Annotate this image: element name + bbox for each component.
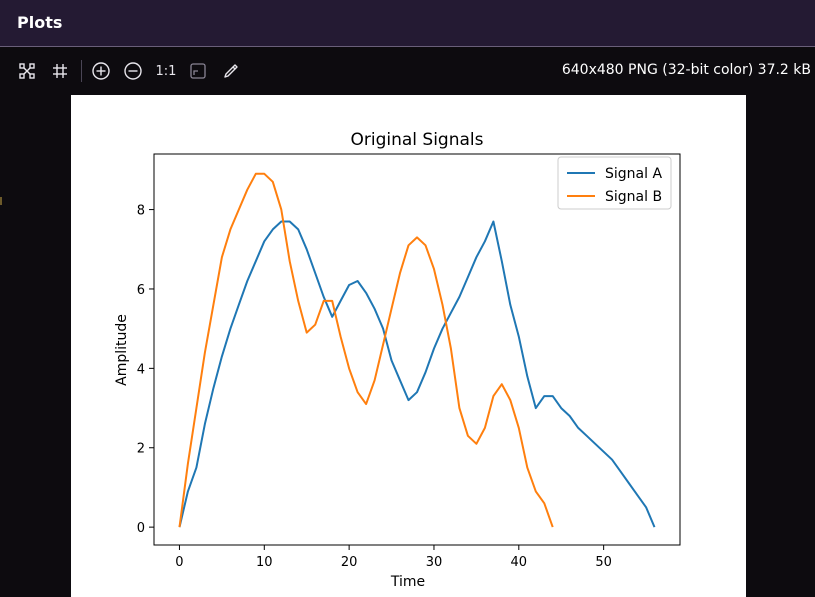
actual-size-button[interactable]: 1:1 [154,60,178,82]
axes-ticks: 0 10 20 30 40 50 0 2 4 6 8 [137,204,612,570]
series-line-signal-b [178,172,554,528]
y-axis-label: Amplitude [114,314,130,386]
legend: Signal A Signal B [557,156,672,210]
chart-title: Original Signals [350,130,483,150]
color-picker-icon[interactable] [220,60,242,82]
line-chart: Original Signals Time Amplitude 0 10 20 30 4… [114,130,681,590]
grid-icon[interactable] [49,60,71,82]
y-tick-label: 8 [137,204,145,219]
window-title: Plots [17,13,63,32]
x-tick-label: 30 [426,555,443,570]
x-tick-label: 50 [595,555,612,570]
window-titlebar: Plots [0,0,815,47]
plot-image: Original Signals Time Amplitude 0 10 20 30 4… [71,95,746,597]
zoom-in-icon[interactable] [90,60,112,82]
zoom-out-icon[interactable] [122,60,144,82]
y-tick-label: 4 [137,362,145,377]
x-tick-label: 10 [256,555,273,570]
left-edge-accent [0,197,2,205]
x-tick-label: 40 [511,555,528,570]
x-axis-label: Time [390,574,425,590]
y-tick-label: 6 [137,283,145,298]
actual-size-label: 1:1 [155,63,177,79]
image-info: 640x480 PNG (32-bit color) 37.2 kB [561,62,811,78]
background-toggle-icon[interactable] [187,60,209,82]
toolbar-separator [81,60,82,82]
y-tick-label: 2 [137,442,145,457]
x-tick-label: 20 [341,555,358,570]
plot-frame [153,153,681,546]
x-tick-label: 0 [175,555,183,570]
fit-to-window-icon[interactable] [16,60,38,82]
series-lines [178,172,656,528]
series-line-signal-a [178,220,656,528]
toolbar: 1:1 640x480 PNG (32-bit color) 37.2 kB [0,48,815,93]
legend-label-signal-b: Signal B [605,189,662,205]
legend-label-signal-a: Signal A [605,166,662,182]
y-tick-label: 0 [137,521,145,536]
